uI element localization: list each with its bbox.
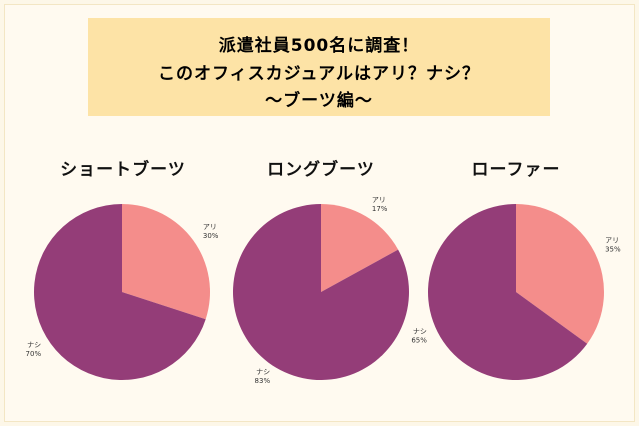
slice-pct-loafers-1: 65% [411, 336, 427, 344]
header-line-2: このオフィスカジュアルはアリ？ナシ？ [158, 64, 480, 84]
slice-pct-short-boots-1: 70% [26, 350, 42, 358]
header-line-3: ～ブーツ編～ [265, 91, 373, 111]
pie-slice-short-boots-1 [34, 204, 206, 380]
slice-pct-long-boots-0: 17% [372, 205, 388, 213]
pie-slice-long-boots-1 [233, 204, 409, 380]
pie-slice-loafers-1 [427, 204, 588, 381]
slice-pct-loafers-0: 35% [605, 246, 621, 254]
chart-title-loafers: ローファー [471, 160, 561, 180]
slice-label-loafers-1: ナシ [413, 327, 427, 335]
chart-title-long-boots: ロングブーツ [267, 160, 375, 180]
slice-label-loafers-0: アリ [605, 237, 619, 245]
pie-slice-long-boots-0 [321, 204, 399, 292]
slice-pct-long-boots-1: 83% [255, 377, 271, 385]
slice-pct-short-boots-0: 30% [203, 232, 219, 240]
header-banner: 派遣社員500名に調査！ このオフィスカジュアルはアリ？ナシ？ ～ブーツ編～ [88, 18, 550, 116]
pie-slice-loafers-0 [516, 204, 604, 344]
slice-label-long-boots-0: アリ [372, 196, 386, 204]
slice-label-short-boots-1: ナシ [27, 341, 41, 349]
chart-title-short-boots: ショートブーツ [60, 160, 186, 180]
slice-label-short-boots-0: アリ [203, 223, 217, 231]
pie-slice-short-boots-0 [122, 204, 211, 320]
slice-label-long-boots-1: ナシ [256, 368, 270, 376]
header-line-1: 派遣社員500名に調査！ [218, 36, 420, 56]
